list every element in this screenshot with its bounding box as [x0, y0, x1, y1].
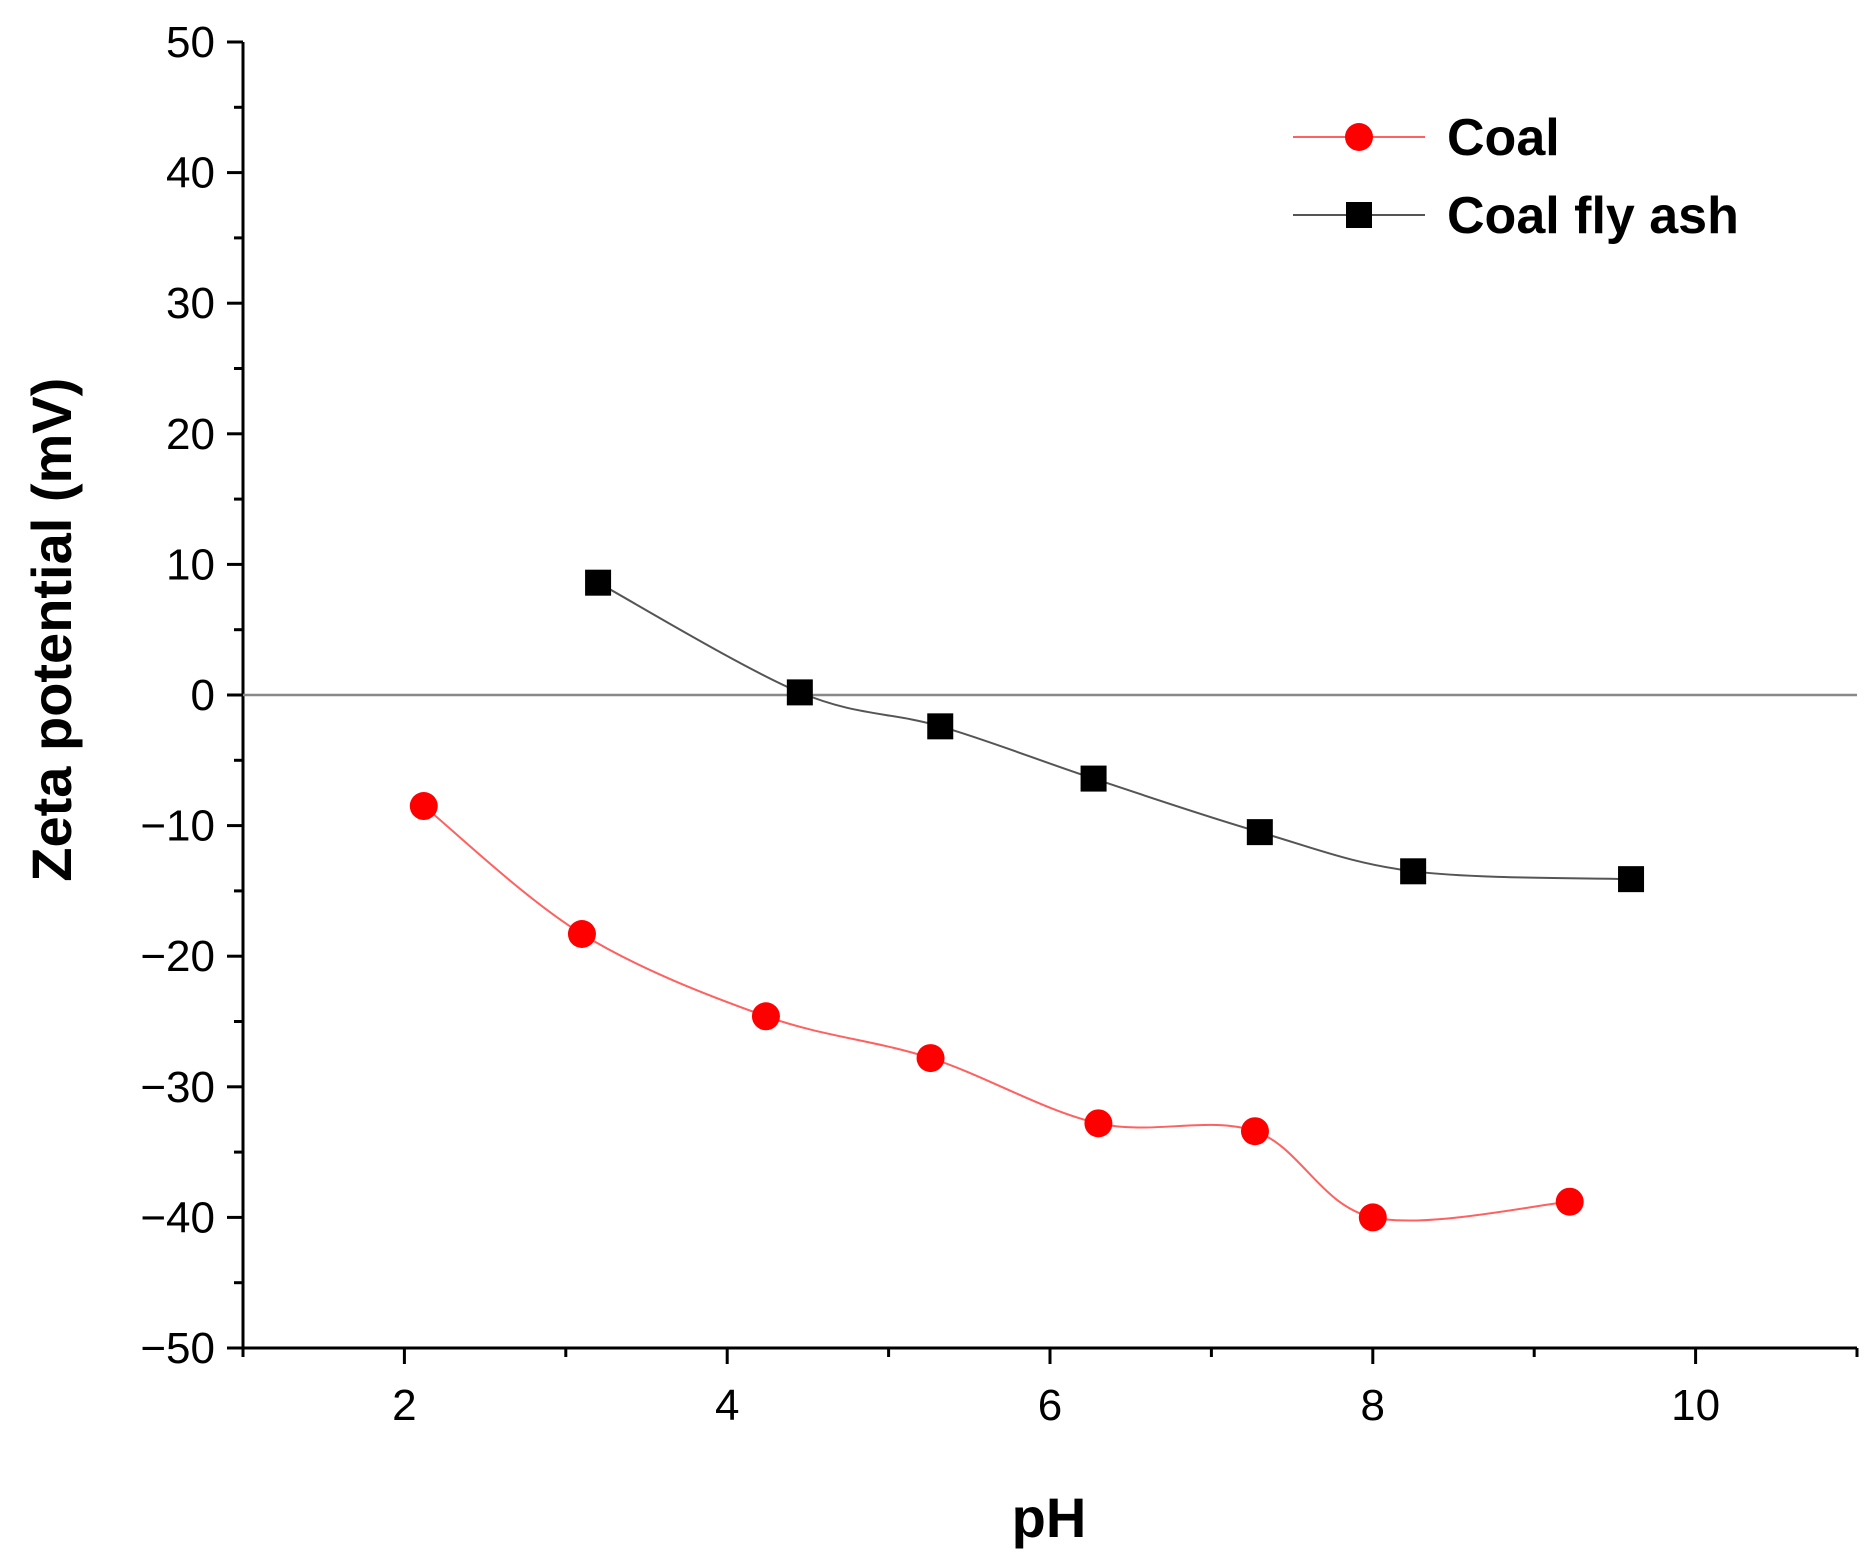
coal-fly-ash-series-line: [597, 581, 1632, 881]
x-tick-label: 2: [392, 1381, 416, 1430]
coal-point: [1240, 1117, 1269, 1146]
y-tick-label: 50: [166, 18, 215, 67]
legend-coal-label: Coal: [1447, 109, 1560, 167]
x-tick-label: 6: [1038, 1381, 1062, 1430]
y-tick-label: 40: [166, 149, 215, 198]
x-tick-label: 10: [1671, 1381, 1720, 1430]
coal-point: [1555, 1187, 1584, 1216]
y-tick-label: 10: [166, 540, 215, 589]
coal-fly-ash-point: [1246, 819, 1273, 846]
y-axis-title: Zeta potential (mV): [20, 378, 83, 882]
coal-fly-ash-point: [585, 569, 612, 596]
legend: Coal Coal fly ash: [1293, 109, 1739, 245]
axes: 2 4 6 8 10 −50 −40 −30 −20 −10 0 10 20 30 40 50: [140, 18, 1859, 1430]
coal-fly-ash-point: [927, 713, 954, 740]
coal-point: [409, 792, 438, 821]
coal-fly-ash-point: [786, 679, 813, 706]
y-tick-label: 30: [166, 279, 215, 328]
x-axis-title: pH: [1012, 1486, 1087, 1549]
coal-point: [567, 919, 596, 948]
x-tick-label: 4: [715, 1381, 739, 1430]
y-tick-label: −10: [140, 802, 215, 851]
y-tick-label: −50: [140, 1324, 215, 1373]
plot-area: [243, 569, 1857, 1232]
legend-coal-fly-ash-label: Coal fly ash: [1447, 187, 1739, 245]
coal-fly-ash-point: [1400, 858, 1427, 885]
y-tick-label: −40: [140, 1193, 215, 1242]
coal-fly-ash-point: [1618, 866, 1645, 893]
coal-fly-ash-point: [1080, 765, 1107, 792]
y-tick-label: −20: [140, 932, 215, 981]
coal-point: [1358, 1203, 1387, 1232]
y-tick-label: 20: [166, 410, 215, 459]
legend-coal-fly-ash-marker: [1346, 202, 1372, 228]
legend-coal-marker: [1345, 123, 1373, 151]
coal-point: [916, 1044, 945, 1073]
coal-point: [751, 1002, 780, 1031]
x-tick-label: 8: [1361, 1381, 1385, 1430]
y-tick-label: 0: [191, 671, 215, 720]
y-tick-label: −30: [140, 1063, 215, 1112]
coal-point: [1084, 1109, 1113, 1138]
